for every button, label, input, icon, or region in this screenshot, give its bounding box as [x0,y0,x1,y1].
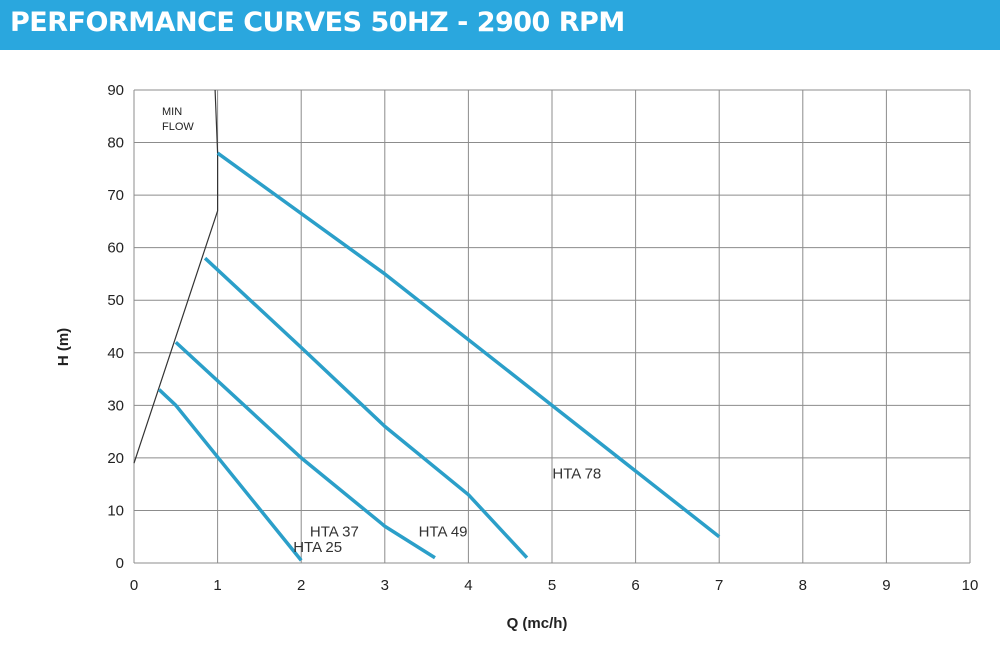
y-tick-label: 80 [107,135,124,152]
y-tick-label: 0 [116,555,124,572]
series-line-hta-25 [157,388,303,562]
x-axis-title: Q (mc/h) [507,615,568,632]
chart-title: PERFORMANCE CURVES 50HZ - 2900 RPM [10,7,625,38]
x-tick-label: 5 [548,577,556,594]
min-flow-line [133,89,219,464]
x-tick-label: 3 [381,577,389,594]
x-tick-label: 1 [213,577,221,594]
series-label-hta-78: HTA 78 [552,466,601,483]
y-tick-label: 40 [107,345,124,362]
x-tick-label: 9 [882,577,890,594]
series-label-hta-25: HTA 25 [293,539,342,556]
series-line-hta-37 [174,340,436,560]
min-flow-line-group [133,89,219,464]
y-axis-title: H (m) [55,328,72,366]
y-tick-label: 10 [107,502,124,519]
x-tick-label: 7 [715,577,723,594]
series-group [157,151,721,562]
x-tick-label: 4 [464,577,472,594]
x-tick-label: 8 [799,577,807,594]
x-tick-label: 2 [297,577,305,594]
series-label-hta-49: HTA 49 [419,523,468,540]
y-tick-label: 60 [107,240,124,257]
x-tick-label: 0 [130,577,138,594]
series-label-hta-37: HTA 37 [310,523,359,540]
series-line-hta-78 [216,151,721,539]
y-tick-label: 50 [107,292,124,309]
tick-labels: 0 10 20 30 40 50 60 70 80 90 0 1 2 3 4 5 6 7 8 9 10 [107,82,978,594]
min-flow-label-line-2: FLOW [162,121,194,133]
x-tick-label: 6 [631,577,639,594]
header-bar: PERFORMANCE CURVES 50HZ - 2900 RPM [0,0,1000,50]
series-line-hta-49 [203,256,529,559]
x-tick-label: 10 [962,577,979,594]
y-tick-label: 30 [107,397,124,414]
y-tick-label: 70 [107,187,124,204]
min-flow-label-line-1: MIN [162,106,182,118]
min-flow-label: MIN FLOW [162,106,194,133]
y-tick-label: 90 [107,82,124,99]
grid [133,89,971,564]
y-tick-label: 20 [107,450,124,467]
